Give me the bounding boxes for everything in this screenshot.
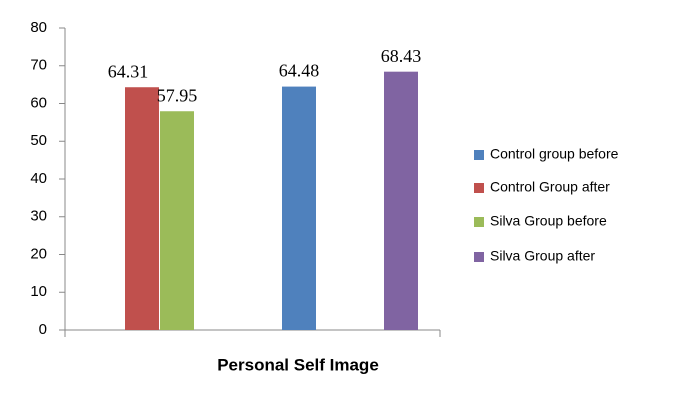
y-tick-label: 10 [30,283,47,300]
bar [125,87,159,330]
legend-label: Silva Group before [490,213,607,229]
value-label: 64.31 [108,61,149,81]
y-tick-label: 30 [30,208,47,225]
bar [282,86,316,330]
y-tick-label: 80 [30,19,47,36]
legend-swatch [474,252,484,262]
legend-label: Control Group after [490,179,610,195]
y-tick-label: 40 [30,170,47,187]
y-tick-label: 50 [30,132,47,149]
y-tick-label: 60 [30,94,47,111]
value-label: 68.43 [381,46,422,66]
bar [384,71,418,330]
legend-label: Control group before [490,146,619,162]
x-category-label: Personal Self Image [217,355,379,374]
bar [160,111,194,331]
legend-swatch [474,183,484,193]
legend-swatch [474,217,484,227]
y-tick-label: 70 [30,57,47,74]
y-tick-label: 20 [30,245,47,262]
y-tick-label: 0 [39,321,47,338]
value-label: 64.48 [279,61,320,81]
legend-label: Silva Group after [490,248,595,264]
legend-swatch [474,150,484,160]
value-label: 57.95 [157,85,198,105]
